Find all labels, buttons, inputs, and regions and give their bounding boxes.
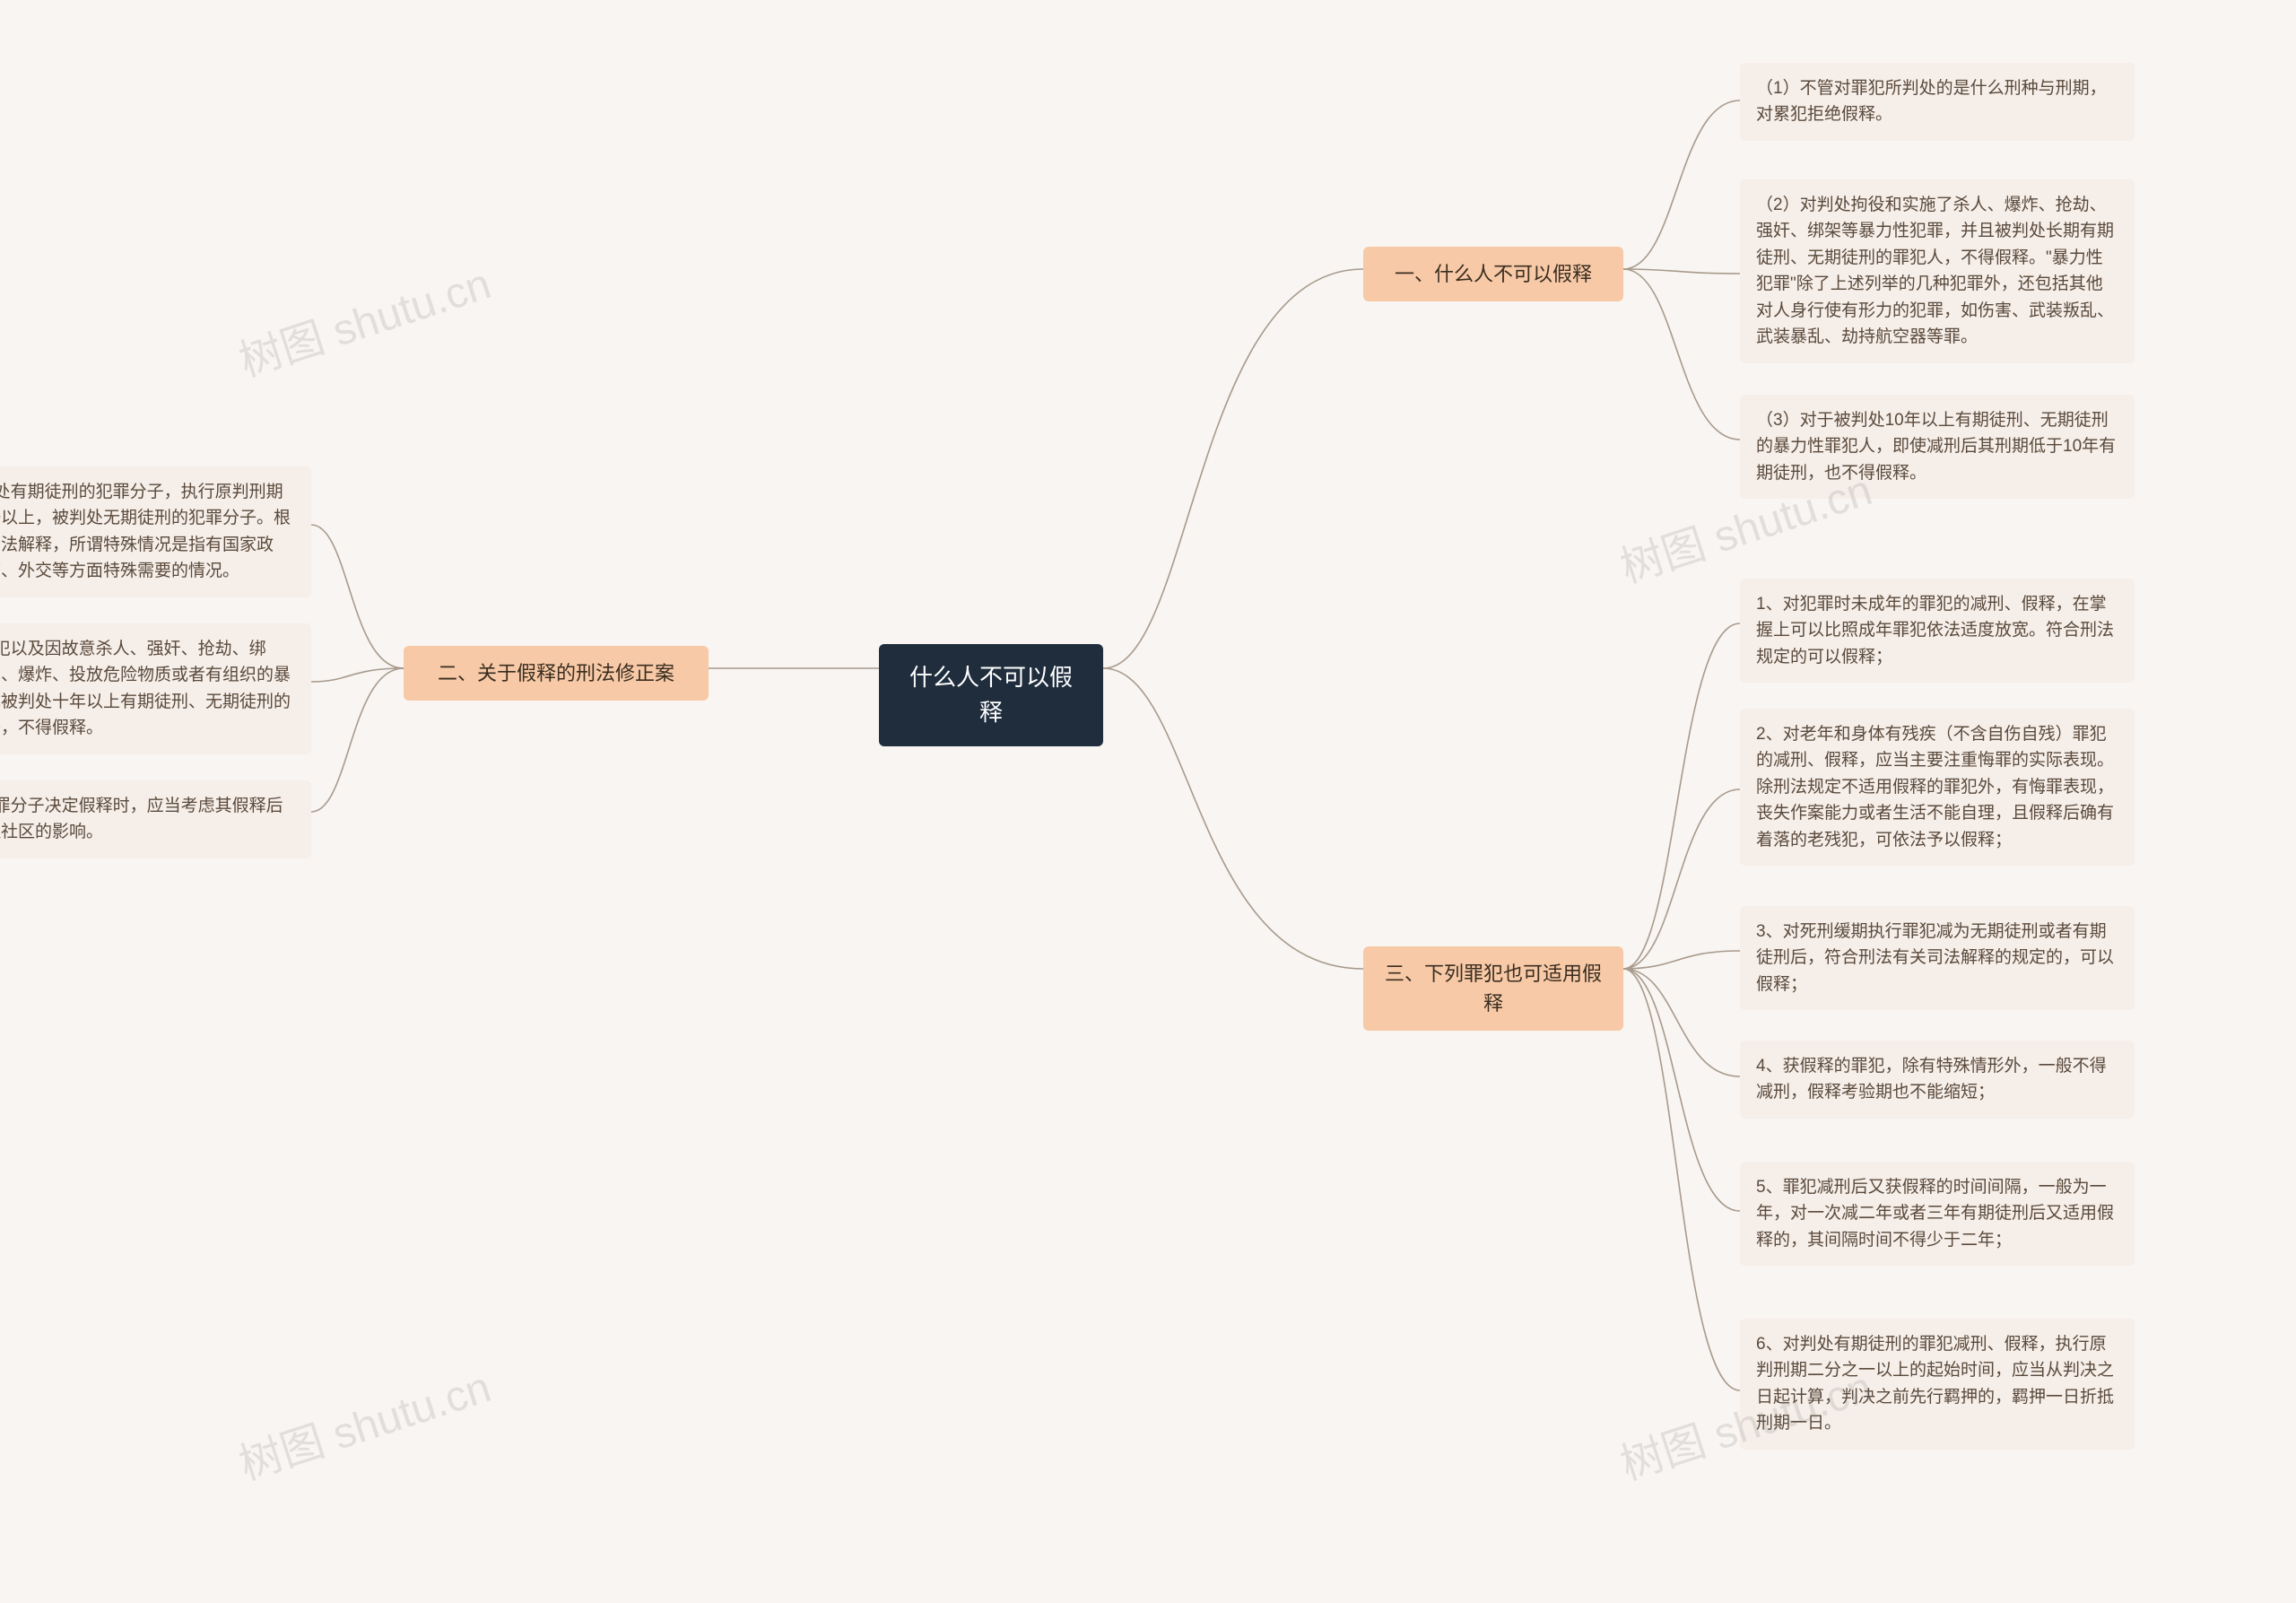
- mindmap-canvas: 什么人不可以假释 一、什么人不可以假释 三、下列罪犯也可适用假释 二、关于假释的…: [0, 0, 2296, 1603]
- leaf-b1-1[interactable]: （1）不管对罪犯所判处的是什么刑种与刑期，对累犯拒绝假释。: [1740, 63, 2135, 141]
- leaf-b3-1[interactable]: 1、对犯罪时未成年的罪犯的减刑、假释，在掌握上可以比照成年罪犯依法适度放宽。符合…: [1740, 579, 2135, 683]
- watermark-1-text: 树图 shutu.cn: [234, 260, 497, 386]
- leaf-b2-1[interactable]: 1、被判处有期徒刑的犯罪分子，执行原判刑期二分之一以上，被判处无期徒刑的犯罪分子…: [0, 466, 311, 597]
- leaf-b1-2-text: （2）对判处拘役和实施了杀人、爆炸、抢劫、强奸、绑架等暴力性犯罪，并且被判处长期…: [1756, 192, 2118, 351]
- leaf-b3-1-text: 1、对犯罪时未成年的罪犯的减刑、假释，在掌握上可以比照成年罪犯依法适度放宽。符合…: [1756, 591, 2118, 670]
- leaf-b3-2[interactable]: 2、对老年和身体有残疾（不含自伤自残）罪犯的减刑、假释，应当主要注重悔罪的实际表…: [1740, 709, 2135, 866]
- leaf-b3-5[interactable]: 5、罪犯减刑后又获假释的时间间隔，一般为一年，对一次减二年或者三年有期徒刑后又适…: [1740, 1162, 2135, 1266]
- leaf-b2-2-text: 2、对累犯以及因故意杀人、强奸、抢劫、绑架、放火、爆炸、投放危险物质或者有组织的…: [0, 636, 295, 742]
- leaf-b3-5-text: 5、罪犯减刑后又获假释的时间间隔，一般为一年，对一次减二年或者三年有期徒刑后又适…: [1756, 1174, 2118, 1253]
- leaf-b2-3[interactable]: 3、对犯罪分子决定假释时，应当考虑其假释后对所居住社区的影响。: [0, 780, 311, 858]
- leaf-b3-3-text: 3、对死刑缓期执行罪犯减为无期徒刑或者有期徒刑后，符合刑法有关司法解释的规定的，…: [1756, 919, 2118, 998]
- watermark-1: 树图 shutu.cn: [230, 248, 497, 388]
- leaf-b3-4-text: 4、获假释的罪犯，除有特殊情形外，一般不得减刑，假释考验期也不能缩短；: [1756, 1053, 2118, 1106]
- leaf-b3-6[interactable]: 6、对判处有期徒刑的罪犯减刑、假释，执行原判刑期二分之一以上的起始时间，应当从判…: [1740, 1319, 2135, 1450]
- leaf-b3-2-text: 2、对老年和身体有残疾（不含自伤自残）罪犯的减刑、假释，应当主要注重悔罪的实际表…: [1756, 721, 2118, 853]
- branch-3-label: 三、下列罪犯也可适用假释: [1381, 959, 1605, 1018]
- watermark-3-text: 树图 shutu.cn: [234, 1363, 497, 1489]
- branch-2-label: 二、关于假释的刑法修正案: [438, 658, 674, 688]
- watermark-3: 树图 shutu.cn: [230, 1352, 497, 1492]
- leaf-b1-2[interactable]: （2）对判处拘役和实施了杀人、爆炸、抢劫、强奸、绑架等暴力性犯罪，并且被判处长期…: [1740, 179, 2135, 363]
- leaf-b3-4[interactable]: 4、获假释的罪犯，除有特殊情形外，一般不得减刑，假释考验期也不能缩短；: [1740, 1041, 2135, 1119]
- leaf-b1-1-text: （1）不管对罪犯所判处的是什么刑种与刑期，对累犯拒绝假释。: [1756, 75, 2118, 128]
- leaf-b3-6-text: 6、对判处有期徒刑的罪犯减刑、假释，执行原判刑期二分之一以上的起始时间，应当从判…: [1756, 1331, 2118, 1437]
- leaf-b3-3[interactable]: 3、对死刑缓期执行罪犯减为无期徒刑或者有期徒刑后，符合刑法有关司法解释的规定的，…: [1740, 906, 2135, 1010]
- branch-1[interactable]: 一、什么人不可以假释: [1363, 247, 1623, 301]
- branch-1-label: 一、什么人不可以假释: [1395, 259, 1592, 289]
- branch-3[interactable]: 三、下列罪犯也可适用假释: [1363, 946, 1623, 1031]
- leaf-b2-3-text: 3、对犯罪分子决定假释时，应当考虑其假释后对所居住社区的影响。: [0, 793, 295, 846]
- leaf-b2-2[interactable]: 2、对累犯以及因故意杀人、强奸、抢劫、绑架、放火、爆炸、投放危险物质或者有组织的…: [0, 623, 311, 754]
- leaf-b1-3[interactable]: （3）对于被判处10年以上有期徒刑、无期徒刑的暴力性罪犯人，即使减刑后其刑期低于…: [1740, 395, 2135, 499]
- branch-2[interactable]: 二、关于假释的刑法修正案: [404, 646, 709, 701]
- leaf-b2-1-text: 1、被判处有期徒刑的犯罪分子，执行原判刑期二分之一以上，被判处无期徒刑的犯罪分子…: [0, 479, 295, 585]
- root-node[interactable]: 什么人不可以假释: [879, 644, 1103, 746]
- root-label: 什么人不可以假释: [899, 660, 1083, 730]
- leaf-b1-3-text: （3）对于被判处10年以上有期徒刑、无期徒刑的暴力性罪犯人，即使减刑后其刑期低于…: [1756, 407, 2118, 486]
